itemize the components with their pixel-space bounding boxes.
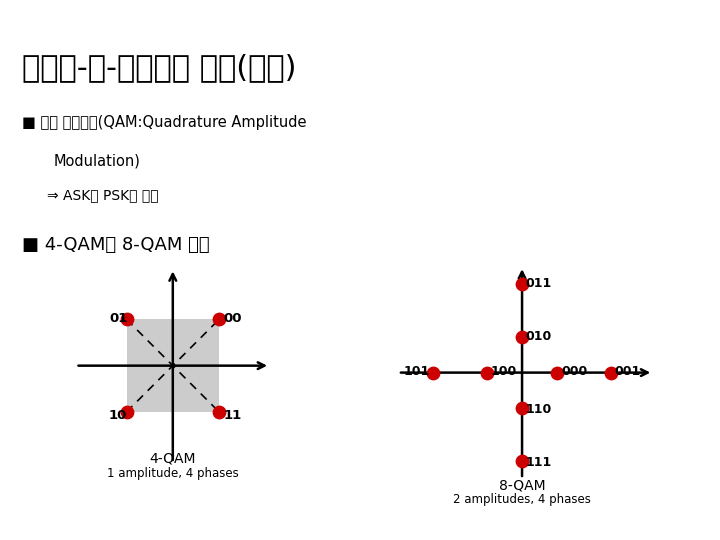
Point xyxy=(516,457,528,465)
Text: ■ 4-QAM과 8-QAM 성운: ■ 4-QAM과 8-QAM 성운 xyxy=(22,236,210,254)
Text: 52: 52 xyxy=(687,516,702,529)
Text: 101: 101 xyxy=(403,366,430,379)
Text: 11: 11 xyxy=(224,409,242,422)
Text: Http://netwk.hannam.ac.kr: Http://netwk.hannam.ac.kr xyxy=(11,517,151,528)
Point xyxy=(121,408,132,416)
Text: 011: 011 xyxy=(526,277,552,290)
Text: 001: 001 xyxy=(614,366,641,379)
Text: 100: 100 xyxy=(490,366,516,379)
Bar xyxy=(433,284,611,461)
Bar xyxy=(487,320,557,426)
Bar xyxy=(433,284,522,373)
Text: 2 amplitudes, 4 phases: 2 amplitudes, 4 phases xyxy=(453,493,591,506)
Text: 110: 110 xyxy=(526,403,552,416)
Bar xyxy=(433,373,522,461)
Point xyxy=(481,368,492,377)
Text: 000: 000 xyxy=(561,366,588,379)
Bar xyxy=(522,284,611,373)
Text: 010: 010 xyxy=(526,330,552,343)
Point xyxy=(516,333,528,341)
Point xyxy=(428,368,439,377)
Text: 디지털-대-아날로그 부호(계속): 디지털-대-아날로그 부호(계속) xyxy=(22,53,296,83)
Bar xyxy=(433,284,611,461)
Point xyxy=(605,368,616,377)
Bar xyxy=(522,373,611,461)
Point xyxy=(213,408,225,416)
Text: 00: 00 xyxy=(224,312,242,325)
Point xyxy=(121,315,132,323)
Text: 8-QAM: 8-QAM xyxy=(499,479,545,493)
Text: 10: 10 xyxy=(109,409,127,422)
Text: Modulation): Modulation) xyxy=(54,153,141,168)
Point xyxy=(516,280,528,288)
Point xyxy=(213,315,225,323)
Bar xyxy=(127,319,219,412)
Text: 01: 01 xyxy=(109,312,127,325)
Text: ⇒ ASK와 PSK의 조합: ⇒ ASK와 PSK의 조합 xyxy=(47,188,158,202)
Text: 1 amplitude, 4 phases: 1 amplitude, 4 phases xyxy=(107,468,238,481)
Text: ■ 구상 진폭변조(QAM:Quadrature Amplitude: ■ 구상 진폭변조(QAM:Quadrature Amplitude xyxy=(22,116,306,131)
Text: 111: 111 xyxy=(526,456,552,469)
Point xyxy=(516,404,528,413)
Text: HANNAM  UNIVERSITY: HANNAM UNIVERSITY xyxy=(490,517,620,528)
Text: 4-QAM: 4-QAM xyxy=(150,451,196,465)
Point xyxy=(552,368,563,377)
